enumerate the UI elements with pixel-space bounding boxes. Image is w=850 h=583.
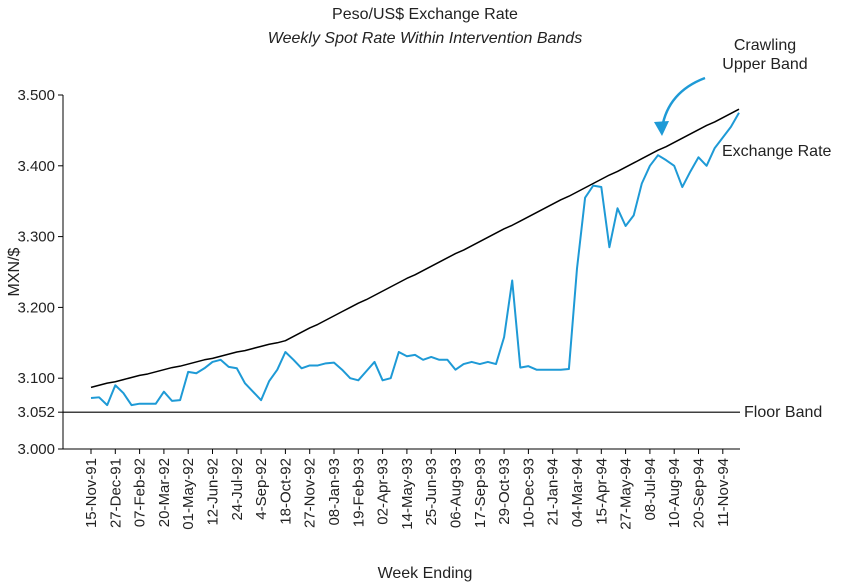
x-tick-label: 10-Aug-94 [666,458,683,528]
x-tick-label: 17-Sep-93 [472,458,489,528]
x-tick-label: 27-May-94 [618,458,635,530]
x-tick-label: 4-Sep-92 [253,458,270,520]
x-tick-label: 21-Jan-94 [545,458,562,526]
x-tick-label: 25-Jun-93 [423,458,440,526]
x-tick-label: 01-May-92 [180,458,197,530]
y-tick-label: 3.200 [17,299,55,316]
x-tick-label: 10-Dec-93 [520,458,537,528]
x-tick-label: 06-Aug-93 [448,458,465,528]
x-tick-label: 02-Apr-93 [375,458,392,525]
y-tick-label: 3.100 [17,370,55,387]
y-tick-label: 3.300 [17,229,55,246]
x-tick-label: 08-Jan-93 [326,458,343,526]
x-tick-label: 14-May-93 [399,458,416,530]
y-tick-label: 3.052 [17,404,55,421]
chart-title: Peso/US$ Exchange Rate [332,6,518,23]
y-tick-label: 3.400 [17,158,55,175]
band-label: Crawling Upper Band [722,37,808,73]
x-tick-label: 04-Mar-94 [569,458,586,527]
arrow-head [654,121,669,136]
x-tick-label: 24-Jul-92 [229,458,246,521]
x-tick-label: 27-Dec-91 [107,458,124,528]
x-tick-label: 15-Apr-94 [593,458,610,525]
y-tick-label: 3.500 [17,87,55,104]
x-tick-label: 20-Sep-94 [691,458,708,528]
x-tick-label: 15-Nov-91 [83,458,100,528]
x-tick-label: 12-Jun-92 [205,458,222,526]
x-tick-label: 20-Mar-92 [156,458,173,527]
x-axis-label: Week Ending [378,565,473,582]
chart-subtitle: Weekly Spot Rate Within Intervention Ban… [268,30,582,47]
floor-band-label: Floor Band [744,404,822,421]
annotation-arrow [660,76,706,129]
upper-band-line [90,108,740,389]
series-label: Exchange Rate [722,143,832,160]
x-tick-label: 29-Oct-93 [496,458,513,525]
x-tick-label: 07-Feb-92 [132,458,149,527]
x-tick-label: 19-Feb-93 [350,458,367,527]
x-tick-label: 11-Nov-94 [715,458,732,527]
y-tick-label: 3.000 [17,441,55,458]
x-tick-label: 08-Jul-94 [642,458,659,521]
y-axis-label: MXN/$ [6,247,23,296]
x-tick-label: 27-Nov-92 [302,458,319,528]
exchange-rate-line [90,112,740,407]
x-tick-label: 18-Oct-92 [277,458,294,525]
